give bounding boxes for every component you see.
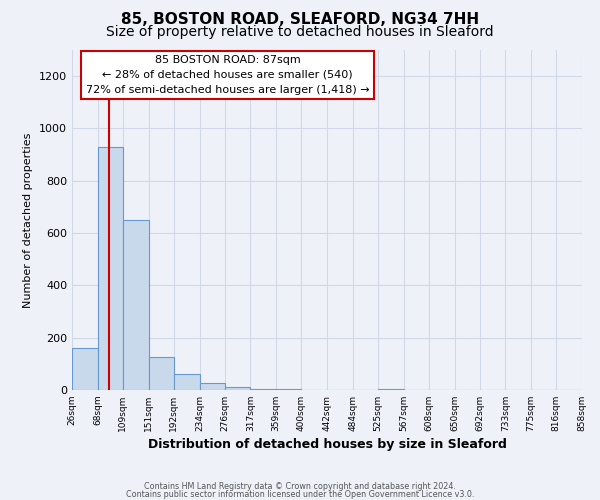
Bar: [250, 388, 276, 390]
Text: 85, BOSTON ROAD, SLEAFORD, NG34 7HH: 85, BOSTON ROAD, SLEAFORD, NG34 7HH: [121, 12, 479, 28]
Bar: [174, 374, 200, 390]
Text: Contains public sector information licensed under the Open Government Licence v3: Contains public sector information licen…: [126, 490, 474, 499]
Y-axis label: Number of detached properties: Number of detached properties: [23, 132, 34, 308]
Text: Contains HM Land Registry data © Crown copyright and database right 2024.: Contains HM Land Registry data © Crown c…: [144, 482, 456, 491]
Bar: [225, 388, 250, 390]
Text: Size of property relative to detached houses in Sleaford: Size of property relative to detached ho…: [106, 25, 494, 39]
Bar: [98, 147, 123, 390]
Bar: [149, 358, 174, 390]
Bar: [123, 220, 149, 390]
Text: 85 BOSTON ROAD: 87sqm
← 28% of detached houses are smaller (540)
72% of semi-det: 85 BOSTON ROAD: 87sqm ← 28% of detached …: [86, 55, 370, 94]
Bar: [199, 382, 225, 390]
X-axis label: Distribution of detached houses by size in Sleaford: Distribution of detached houses by size …: [148, 438, 506, 451]
Bar: [276, 388, 301, 390]
Bar: [72, 348, 98, 390]
Bar: [378, 388, 404, 390]
